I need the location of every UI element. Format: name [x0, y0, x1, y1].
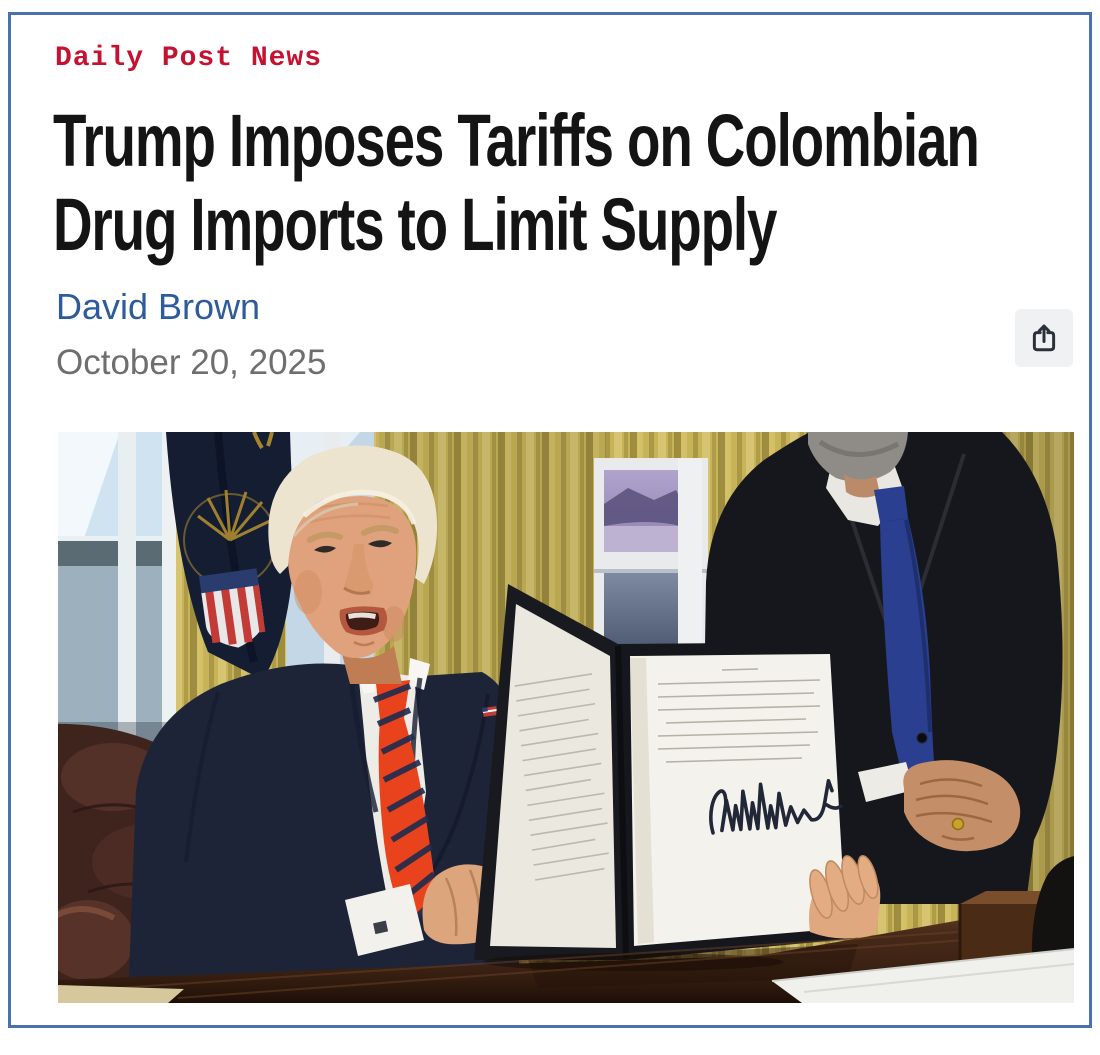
- signature: [709, 778, 843, 835]
- author-link[interactable]: David Brown: [56, 286, 261, 327]
- manila-envelope: [58, 985, 184, 1003]
- papers-on-desk: [771, 948, 1074, 1003]
- trump-hair: [268, 445, 438, 584]
- trump-figure: [128, 445, 520, 1003]
- black-chair: [1031, 856, 1074, 966]
- chair-arm-knob: [58, 900, 134, 980]
- article-photo: [58, 432, 1074, 1003]
- trump-suit: [128, 663, 520, 1003]
- share-button[interactable]: [1015, 309, 1073, 367]
- folder-right-page: [630, 654, 846, 946]
- aide-cuff: [858, 762, 914, 802]
- executive-order-folder: [474, 584, 881, 960]
- flag-shield: [198, 568, 266, 648]
- left-page-text: [514, 673, 609, 881]
- flag-lapel-pin: [482, 706, 498, 717]
- share-export-icon: [1032, 324, 1056, 352]
- article-date: October 20, 2025: [56, 343, 327, 382]
- trump-left-hand: [809, 854, 881, 939]
- flag-eagle-glory: [183, 489, 277, 587]
- gold-ring: [951, 817, 965, 831]
- flag-tassels: [252, 432, 274, 450]
- headline-line-1: Trump Imposes Tariffs on Colombian: [53, 99, 980, 182]
- page-frame: Daily Post News Trump Imposes Tariffs on…: [8, 12, 1092, 1028]
- aide-hands: [903, 760, 1021, 852]
- site-logo-link[interactable]: Daily Post News: [55, 43, 323, 74]
- trump-head: [268, 445, 438, 684]
- right-page-text: [657, 668, 821, 763]
- presidential-flag: [166, 432, 294, 680]
- aide-tie: [874, 486, 934, 784]
- headline-line-2: Drug Imports to Limit Supply: [53, 183, 777, 266]
- article-headline: Trump Imposes Tariffs on Colombian Drug …: [53, 99, 1083, 267]
